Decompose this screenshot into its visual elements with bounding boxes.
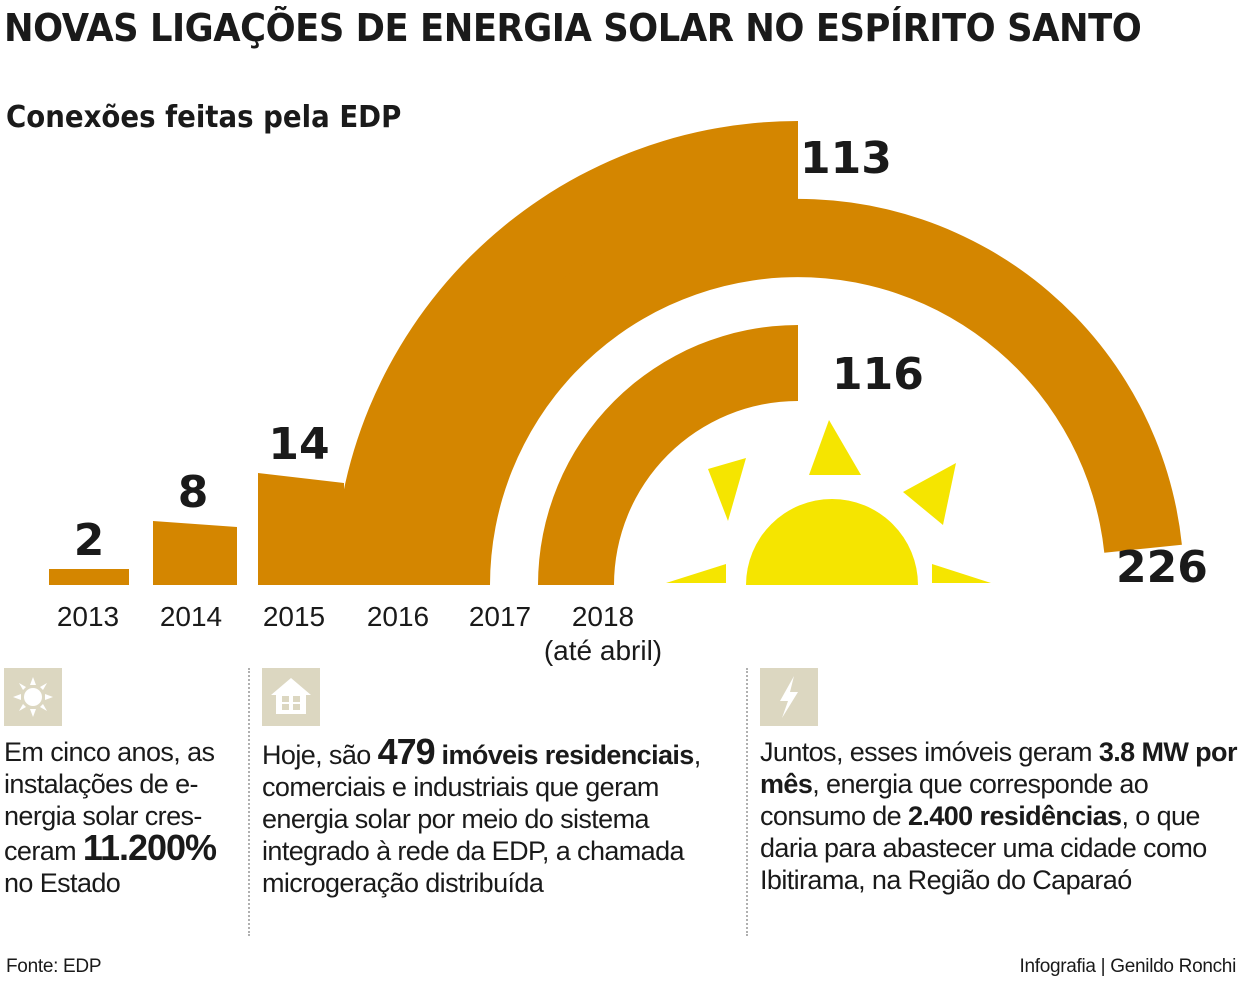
sun-ray [903,463,956,525]
arc-bar-2016 [334,121,798,585]
info-text-part: imóveis residenciais [434,740,695,770]
info-text-part: Juntos, esses imóveis geram [760,737,1099,767]
chart-title: NOVAS LIGAÇÕES DE ENERGIA SOLAR NO ESPÍR… [4,6,1142,50]
arc-bar-2018 [538,325,798,585]
value-label-2017: 226 [1116,542,1208,593]
info-text-part: 2.400 residências [908,801,1122,831]
info-text-part: , energia que corresponde ao consumo de [760,769,1149,831]
lightning-icon [760,668,818,726]
category-label: 2018 [572,601,634,632]
divider-left [248,668,250,936]
info-text-properties: Hoje, são 479 imóveis residenciais, come… [262,734,732,899]
info-text-part: no Estado [4,868,121,898]
sun-ray [809,420,861,475]
bar-chart: 2 8 14 113 226 116 2013 2014 2015 2016 2017 2018(at… [49,121,1208,666]
info-text-part: 3.8 MW por mês [760,737,1237,799]
info-text-part: Hoje, são [262,740,378,770]
sun-ray [932,564,991,583]
info-text-energy: Juntos, esses imóveis geram 3.8 MW por m… [760,736,1240,896]
info-text-part: 479 [377,731,436,772]
info-block-growth: Em cinco anos, as instalações de e-nergi… [4,668,240,899]
info-text-part: 11.200% [82,827,217,868]
sun-ray [666,564,726,583]
info-text-growth: Em cinco anos, as instalações de e-nergi… [4,736,240,899]
bar-2014 [153,521,237,585]
category-label: (até abril) [544,635,662,666]
sun-ray [708,458,746,521]
info-block-properties: Hoje, são 479 imóveis residenciais, come… [262,668,732,899]
info-text-part: , o que daria para abastecer uma cidade … [760,801,1207,895]
arc-bar-2017 [412,198,1182,585]
info-block-energy: Juntos, esses imóveis geram 3.8 MW por m… [760,668,1240,896]
sun-disc [746,499,918,585]
value-label-2018: 116 [832,349,924,400]
house-icon [262,668,320,726]
category-label: 2015 [263,601,325,632]
bar-2013 [49,569,129,585]
category-label: 2017 [469,601,531,632]
value-label-2014: 8 [178,467,209,518]
divider-right [746,668,748,936]
category-label: 2013 [57,601,119,632]
category-label: 2014 [160,601,222,632]
value-label-2013: 2 [74,515,105,566]
credit-label: Infografia | Genildo Ronchi [1019,956,1236,977]
category-label: 2016 [367,601,429,632]
info-text-part: Em cinco anos, as instalações de e-nergi… [4,737,215,866]
source-label: Fonte: EDP [6,956,102,977]
sun-icon [4,668,62,726]
value-label-2015: 14 [268,419,329,470]
chart-subtitle: Conexões feitas pela EDP [6,100,402,135]
info-text-part: , comerciais e industriais que geram ene… [262,740,701,898]
value-label-2016: 113 [800,133,892,184]
bar-2015 [258,473,344,585]
